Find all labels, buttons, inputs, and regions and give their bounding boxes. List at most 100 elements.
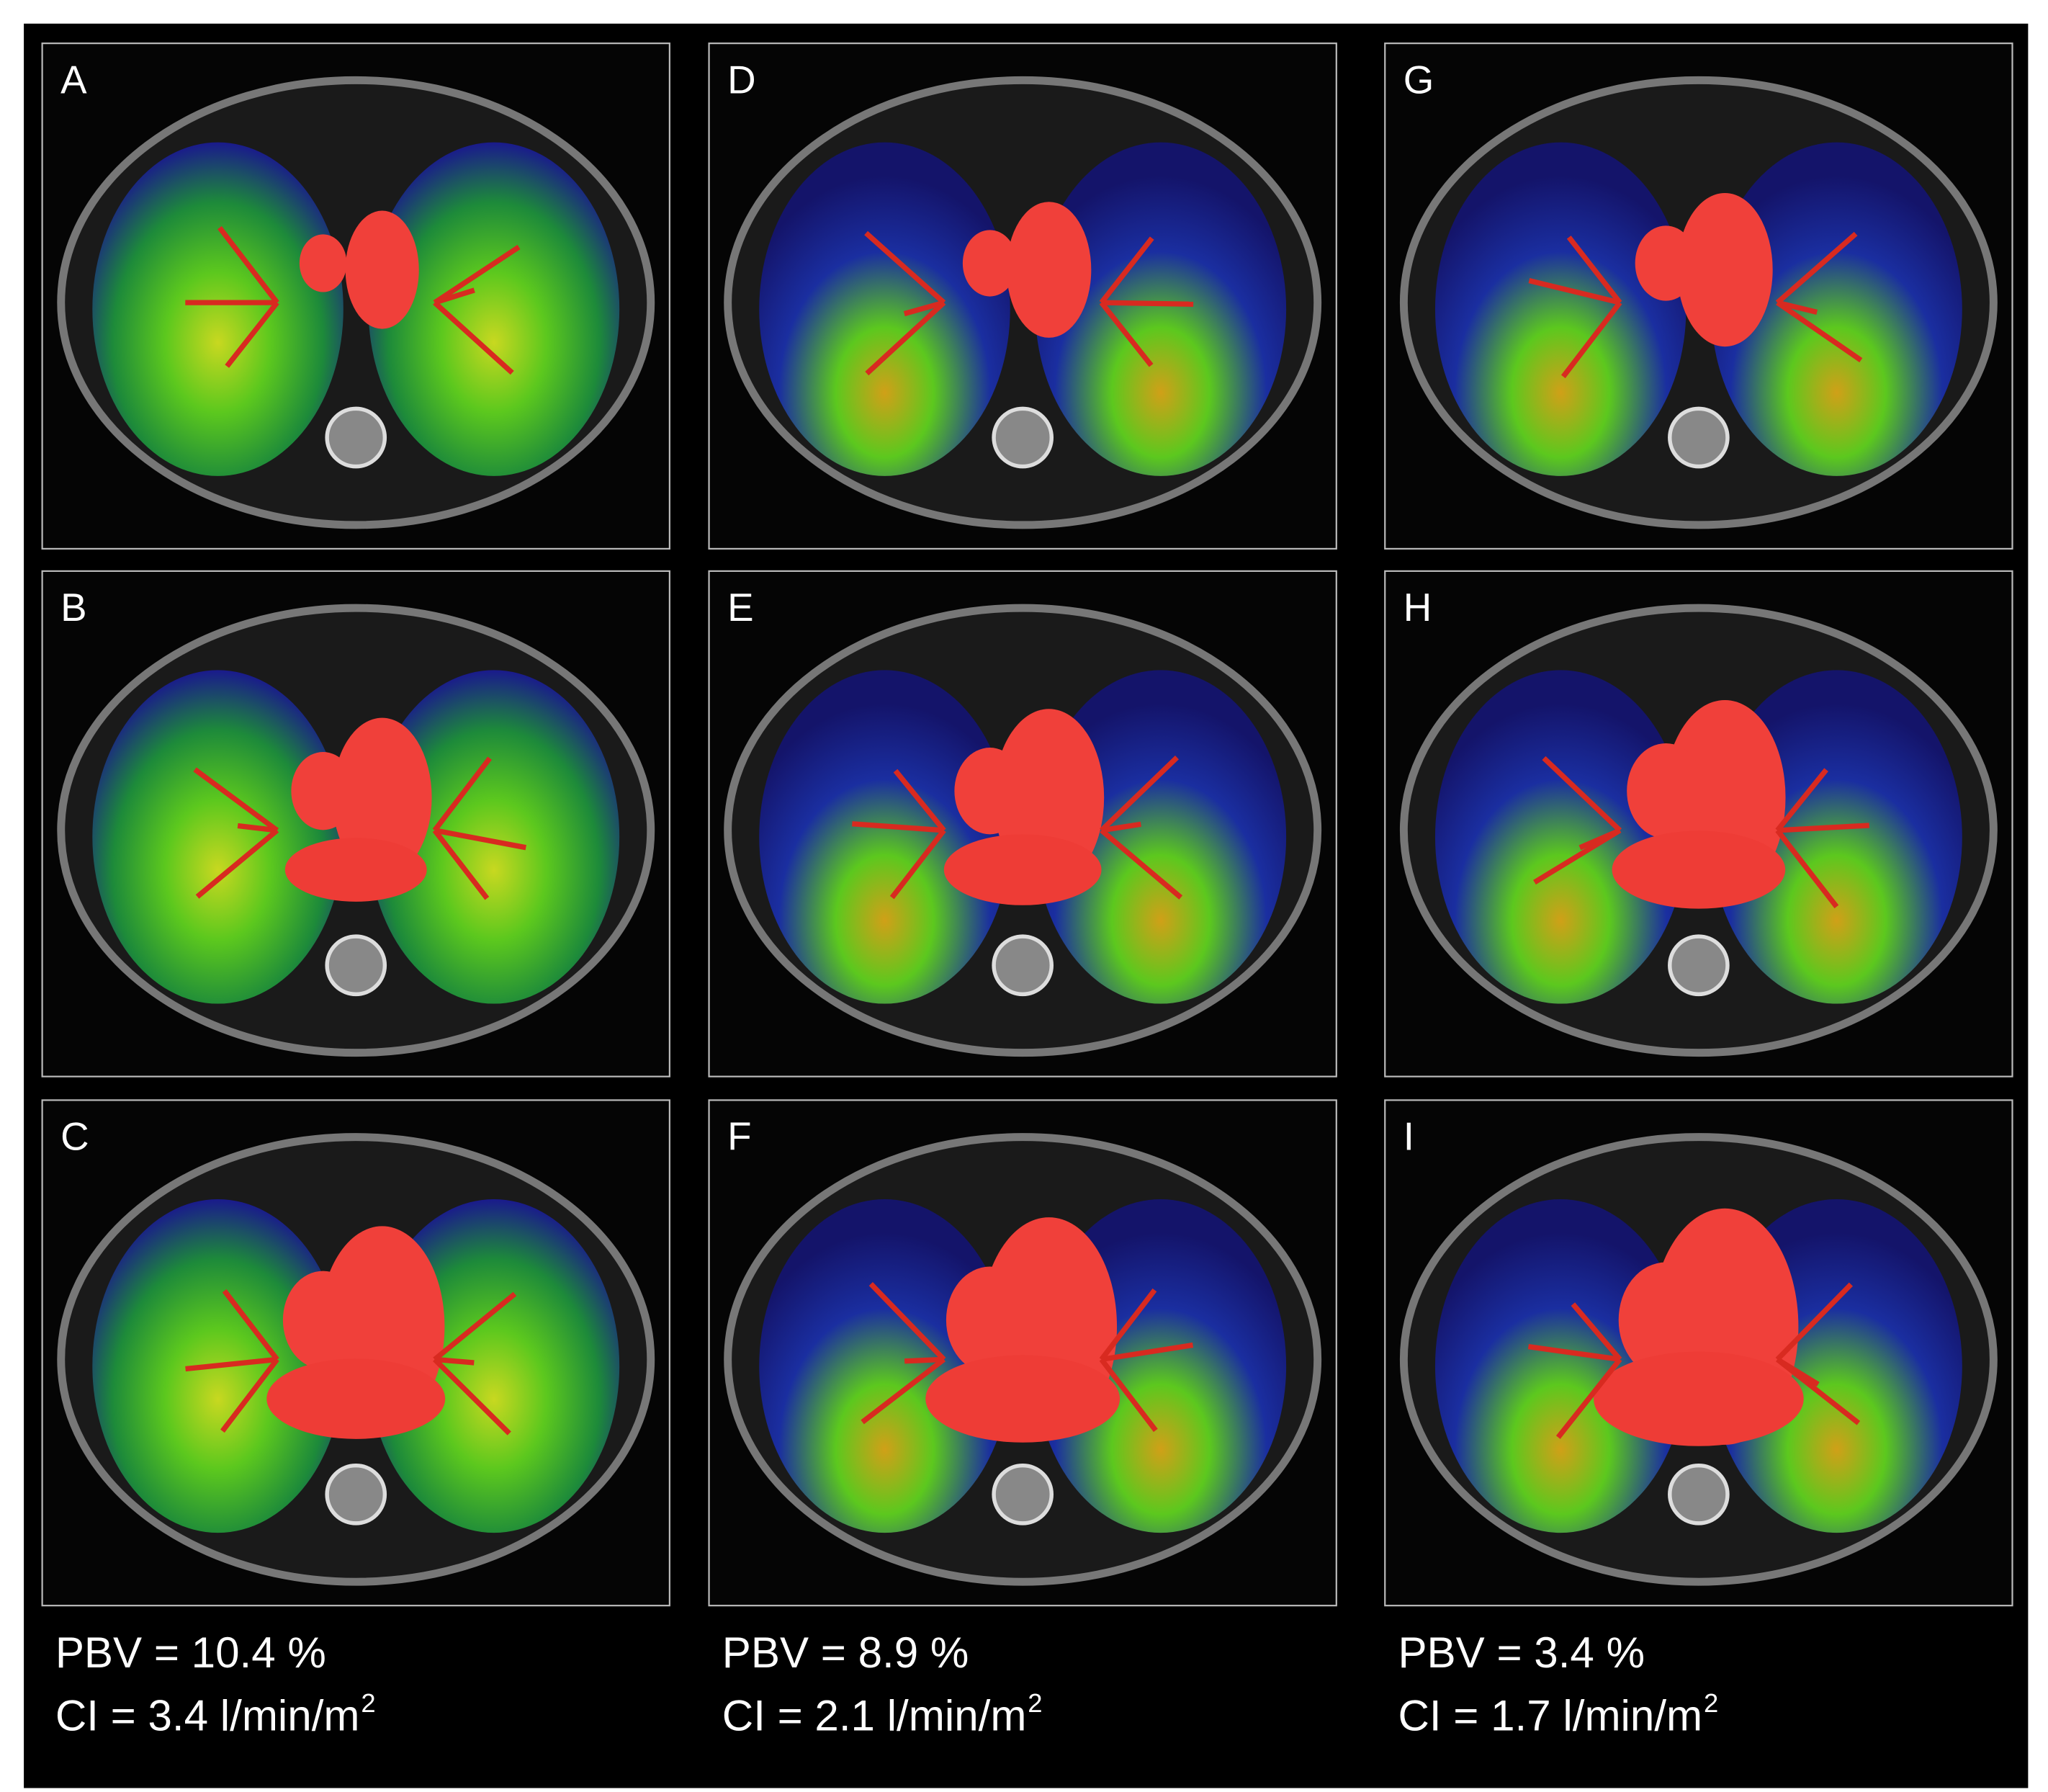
vessel (1594, 1351, 1804, 1446)
panel-letter: C (60, 1114, 89, 1159)
left-lung (1434, 142, 1687, 476)
right-lung (1711, 142, 1962, 476)
vessel-branch (1099, 236, 1154, 305)
spine (325, 934, 387, 997)
scan-panel: E (708, 570, 1337, 1078)
vessel-branch (1528, 278, 1621, 305)
scan-panel: H (1384, 570, 2013, 1078)
vessel (954, 748, 1025, 835)
vessel-branch (1775, 1282, 1854, 1361)
panel-letter: G (1403, 57, 1434, 102)
vessel-branch (1560, 300, 1622, 379)
ci-superscript: 2 (1704, 1688, 1718, 1718)
panel-letter: E (727, 585, 753, 630)
scan-panel: A (41, 42, 670, 550)
vessel-branch (1571, 1302, 1622, 1361)
vessel-branch (865, 300, 946, 376)
vessel (282, 1271, 364, 1369)
left-lung (759, 142, 1010, 476)
right-lung (1035, 142, 1287, 476)
vessel-branch (1099, 300, 1154, 367)
ci-superscript: 2 (361, 1688, 375, 1718)
vessel-branch (1099, 1358, 1158, 1433)
vessel-branch (1566, 236, 1622, 305)
vessel-branch (1775, 231, 1858, 305)
vessel-branch (864, 230, 946, 305)
vessel-branch (193, 767, 279, 833)
scan-panel: B (41, 570, 670, 1078)
vessel-branch (868, 1282, 946, 1361)
pbv-caption: PBV = 8.9 % (722, 1629, 969, 1677)
vessel-branch (1555, 1358, 1622, 1439)
vessel-branch (1775, 1357, 1861, 1425)
vessel (345, 210, 419, 329)
left-lung (759, 1199, 1010, 1533)
ci-superscript: 2 (1028, 1688, 1042, 1718)
vessel (1676, 192, 1773, 347)
vessel (332, 717, 432, 878)
vessel (1006, 202, 1092, 338)
vessel-branch (903, 300, 945, 317)
right-lung (368, 670, 620, 1004)
scan-panel: G (1384, 42, 2013, 550)
vessel-branch (889, 828, 946, 900)
vessel-branch (433, 300, 514, 375)
vessel-branch (1100, 755, 1179, 833)
vessel-branch (1777, 300, 1818, 315)
vessel-branch (434, 1356, 475, 1366)
scan-panel: F (708, 1099, 1337, 1607)
right-lung (1035, 670, 1287, 1004)
vessel-branch (432, 828, 490, 900)
scan-panel: C (41, 1099, 670, 1607)
spine (325, 1463, 387, 1526)
pbv-caption: PBV = 3.4 % (1398, 1629, 1645, 1677)
scan-panel: D (708, 42, 1337, 550)
vessel-branch (1776, 300, 1863, 363)
ci-caption: CI = 2.1 l/min/m (722, 1691, 1027, 1739)
panel-letter: A (60, 57, 87, 102)
spine (1668, 934, 1730, 997)
vessel-branch (185, 1356, 278, 1372)
vessel-branch (1777, 823, 1869, 833)
vessel (943, 834, 1102, 905)
vessel-branch (222, 1289, 279, 1361)
left-lung (92, 142, 343, 476)
panel-letter: B (60, 585, 86, 630)
ci-caption: CI = 3.4 l/min/m (55, 1691, 360, 1739)
vessel-branch (225, 300, 279, 368)
right-lung (368, 142, 620, 476)
vessel (1635, 225, 1697, 301)
vessel-branch (904, 1356, 944, 1364)
left-lung (1434, 670, 1687, 1004)
vessel-branch (1100, 821, 1141, 833)
left-lung (1434, 1199, 1687, 1533)
spine (992, 934, 1054, 997)
vessel-branch (237, 823, 278, 833)
vessel (299, 234, 347, 292)
vessel-branch (1775, 828, 1839, 909)
vessel-branch (195, 828, 279, 899)
pbv-caption: PBV = 10.4 % (55, 1629, 326, 1677)
left-lung (92, 670, 343, 1004)
vessel (962, 230, 1018, 297)
vessel-branch (220, 1358, 279, 1433)
vessel-branch (434, 828, 526, 851)
vessel (266, 1358, 446, 1439)
vessel (946, 1266, 1034, 1374)
vessel-branch (1775, 768, 1828, 833)
spine (1668, 406, 1730, 469)
vessel (284, 838, 427, 902)
vessel-branch (1100, 1342, 1194, 1363)
vessel-branch (433, 1291, 517, 1362)
vessel-branch (1100, 828, 1183, 900)
ci-caption: CI = 1.7 l/min/m (1398, 1691, 1702, 1739)
vessel (1618, 1262, 1713, 1378)
spine (1668, 1463, 1730, 1526)
panel-letter: F (727, 1114, 751, 1159)
vessel-branch (1527, 1344, 1621, 1363)
vessel-branch (432, 756, 493, 833)
vessel-branch (217, 225, 279, 305)
vessel-branch (1542, 756, 1622, 833)
